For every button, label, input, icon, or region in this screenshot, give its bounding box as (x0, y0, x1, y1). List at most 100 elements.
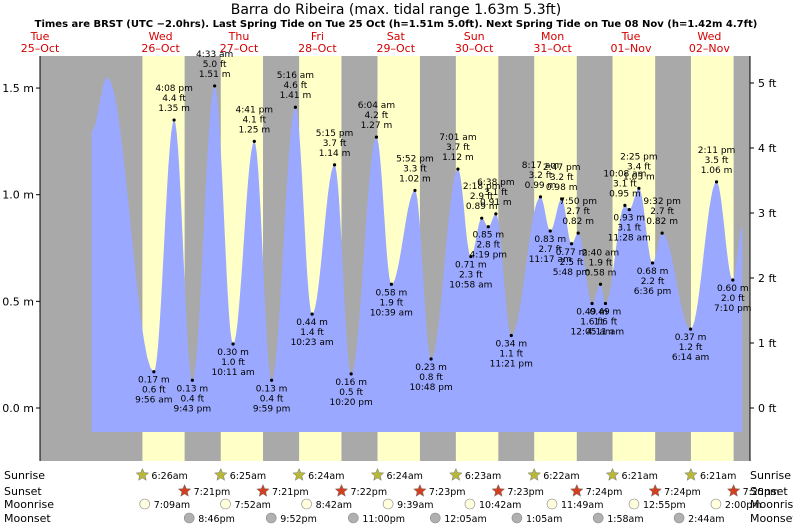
extremum-point (374, 135, 379, 139)
moonrise-time: 11:49am (561, 500, 603, 511)
extremum-point (332, 163, 337, 167)
extremum-label: 0.49 m (576, 307, 608, 317)
moonset-row-label-left: Moonset (4, 512, 51, 525)
extremum-label: 8:17 am (522, 161, 559, 171)
extremum-label: 0.13 m (177, 384, 209, 394)
extremum-label: 3.3 ft (403, 164, 427, 174)
extremum-point (590, 301, 594, 306)
extremum-label: 0.99 m (525, 181, 557, 191)
extremum-label: 1.6 ft (580, 317, 604, 327)
sunset-time: 7:21pm (272, 487, 309, 498)
extremum-label: 5:48 pm (553, 268, 591, 278)
axes: 0.0 m 0.5 m 1.0 m 1.5 m 0 ft 1 ft 2 ft 3 ft 4 ft… (2, 56, 777, 461)
right-axis-tick-label: 5 ft (758, 77, 777, 90)
extremum-label: 6:38 pm (477, 178, 515, 188)
extremum-label: 1.41 m (280, 91, 312, 101)
sunset-icon (569, 483, 584, 497)
sunset-time: 7:21pm (194, 487, 231, 498)
sunrise-time: 6:24am (308, 471, 344, 482)
extremum-label: 0.17 m (138, 376, 170, 386)
extremum-label: 0.68 m (637, 267, 669, 277)
extremum-label: 0.58 m (585, 268, 617, 278)
extremum-point (598, 282, 603, 286)
extremum-label: 6:36 pm (634, 287, 672, 297)
extremum-label: 2:47 pm (543, 163, 581, 173)
extremum-label: 11:28 am (608, 234, 651, 244)
sunset-time: 7:23pm (507, 487, 544, 498)
extremum-point (637, 186, 641, 190)
left-axis-tick-label: 0.5 m (2, 295, 34, 308)
day-labels: Tue25–OctWed26–OctThu27–OctFri28–OctSat2… (21, 30, 731, 55)
extremum-label: 9:59 pm (253, 404, 291, 414)
moonrise-time: 12:55pm (643, 500, 686, 511)
extremum-point (509, 333, 513, 338)
moonrise-icon (382, 498, 394, 510)
moonset-time: 2:44am (688, 514, 724, 525)
extremum-label: 2:11 pm (698, 146, 736, 156)
extremum-point (213, 84, 217, 88)
extremum-label: 10:11 am (212, 368, 255, 378)
extremum-point (469, 254, 473, 259)
sunset-time: 7:22pm (350, 487, 387, 498)
sunrise-time: 6:26am (151, 471, 187, 482)
sun-moon-rows: Sunrise Sunrise 6:26am 6:25am 6:24am 6:24am 6:… (4, 467, 793, 525)
sunset-time: 7:24pm (586, 487, 623, 498)
date-label: 31–Oct (533, 42, 572, 55)
extremum-label: 4:08 pm (155, 84, 193, 94)
extremum-label: 4:19 pm (470, 251, 508, 261)
extremum-label: 2.9 ft (470, 192, 494, 202)
extremum-label: 0.16 m (335, 378, 367, 388)
sunrise-time: 6:21am (622, 471, 658, 482)
moonset-time: 11:00pm (362, 514, 405, 525)
extremum-label: 0.82 m (646, 217, 678, 227)
extremum-label: 2:25 pm (620, 152, 658, 162)
day-of-week-label: Mon (541, 30, 564, 43)
date-label: 30–Oct (455, 42, 494, 55)
day-of-week-label: Tue (30, 30, 50, 43)
day-of-week-label: Wed (697, 30, 721, 43)
extremum-label: 11:17 am (529, 255, 572, 265)
moonset-icon (183, 512, 195, 524)
moonrise-time: 7:52am (234, 500, 270, 511)
extremum-label: 1.0 ft (221, 358, 245, 368)
sunrise-icon (213, 467, 228, 481)
extremum-point (688, 327, 693, 331)
moonrise-icon (628, 498, 640, 510)
extremum-label: 3.4 ft (627, 162, 651, 172)
extremum-label: 0.44 m (296, 318, 328, 328)
extremum-label: 3.1 ft (484, 188, 508, 198)
moonrise-time: 8:42am (316, 500, 352, 511)
extremum-point (714, 180, 719, 184)
extremum-point (731, 278, 735, 282)
extremum-label: 10:20 pm (330, 398, 373, 408)
left-axis-tick-label: 1.0 m (2, 189, 34, 202)
extremum-label: 2.0 ft (721, 294, 745, 304)
extremum-label: 3.5 ft (705, 156, 729, 166)
date-label: 29–Oct (377, 42, 416, 55)
chart-subtitle: Times are BRST (UTC −2.0hrs). Last Sprin… (35, 19, 758, 30)
extremum-label: 4:11 am (587, 327, 624, 337)
moonset-icon (429, 512, 441, 524)
extremum-point (548, 229, 552, 233)
sunrise-icon (527, 467, 542, 481)
extremum-label: 0.23 m (415, 363, 447, 373)
sunrise-icon (292, 467, 306, 481)
extremum-point (538, 195, 543, 199)
extremum-label: 0.93 m (613, 214, 645, 224)
sunset-time: 7:24pm (664, 487, 701, 498)
sunrise-time: 6:25am (230, 471, 266, 482)
left-axis-tick-label: 0.0 m (2, 402, 34, 415)
extremum-point (627, 208, 631, 212)
extremum-point (660, 231, 664, 235)
extremum-label: 11:21 pm (490, 359, 533, 369)
extremum-point (389, 282, 393, 286)
moonset-time: 1:58am (607, 514, 643, 525)
sunrise-icon (135, 467, 150, 481)
tide-area (91, 77, 743, 433)
moonrise-icon (710, 498, 722, 510)
extremum-label: 9:43 pm (174, 404, 212, 414)
sunset-icon (413, 483, 427, 497)
sunrise-icon (605, 467, 620, 481)
extremum-label: 1.14 m (319, 149, 351, 159)
moonset-icon (348, 512, 359, 524)
